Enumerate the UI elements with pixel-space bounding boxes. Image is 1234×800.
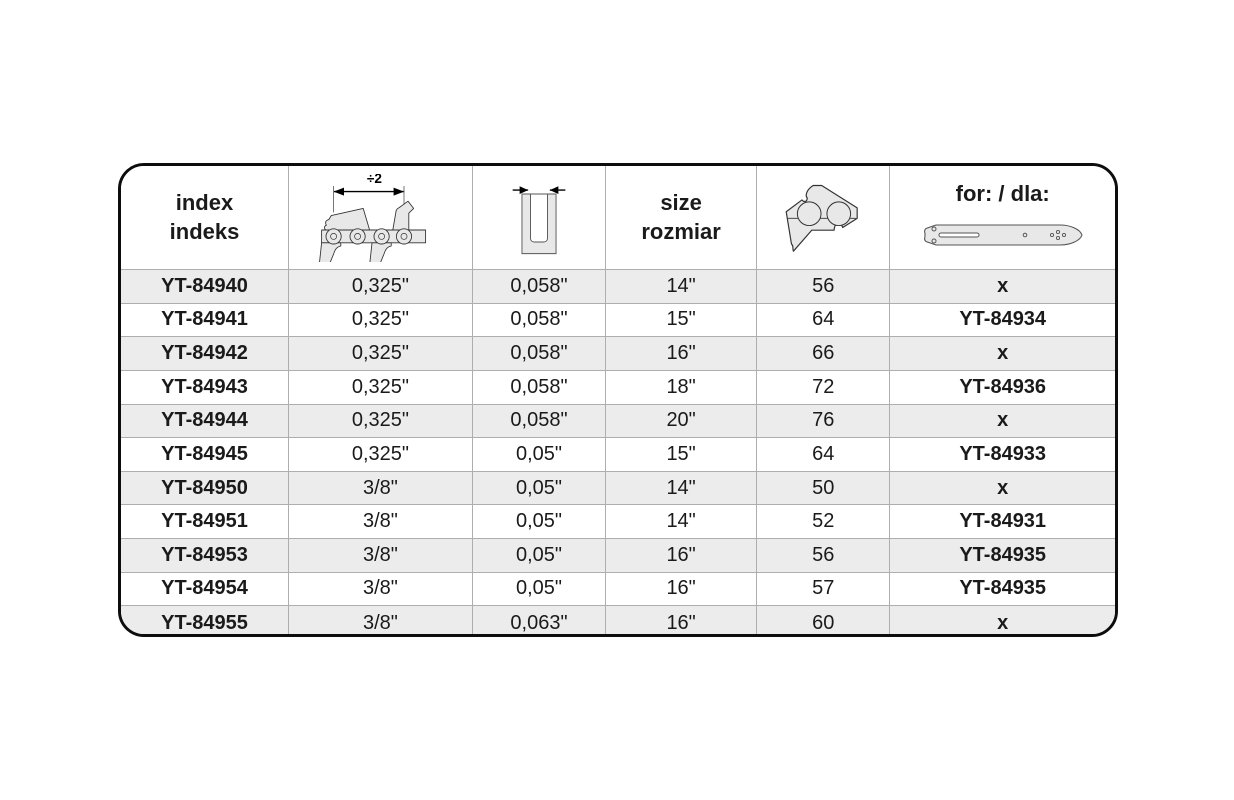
svg-text:÷2: ÷2	[367, 174, 382, 186]
